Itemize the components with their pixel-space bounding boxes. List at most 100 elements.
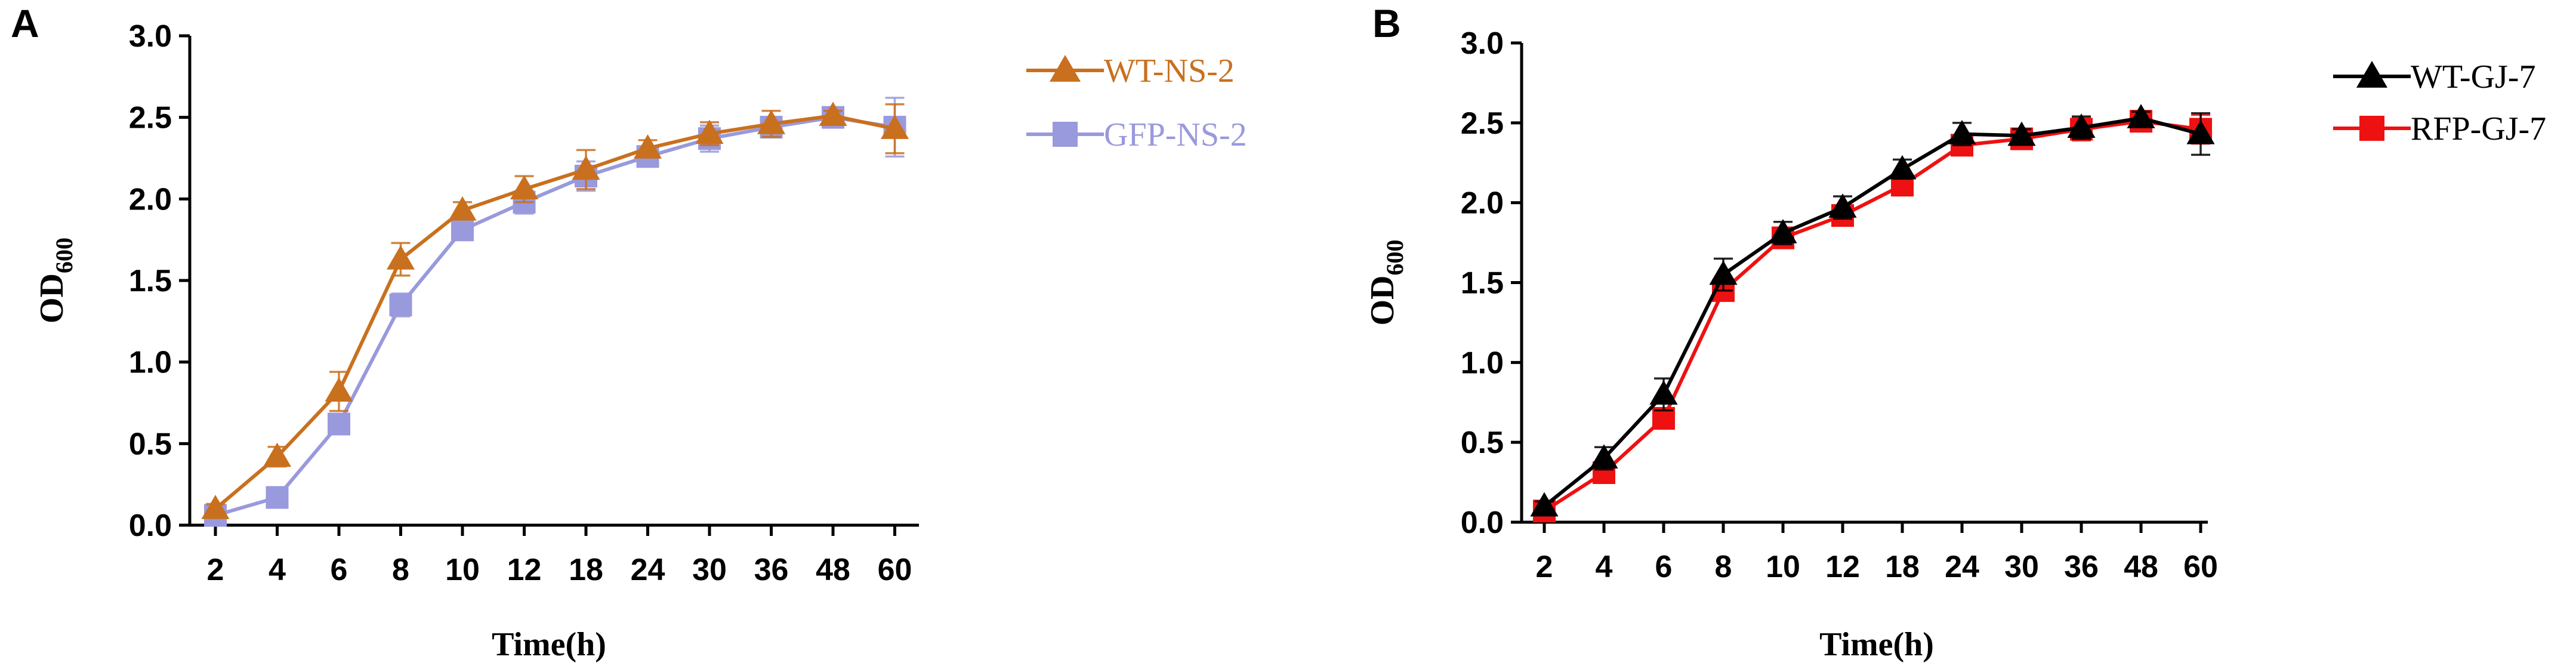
data-point xyxy=(266,486,289,509)
legend-label: WT-NS-2 xyxy=(1104,53,1235,90)
data-point xyxy=(1530,492,1559,517)
data-point xyxy=(695,119,724,144)
data-point xyxy=(2186,120,2215,144)
y-axis-title-subscript: 600 xyxy=(1381,240,1408,276)
data-point xyxy=(633,134,662,159)
y-axis-title-main: OD xyxy=(33,273,70,323)
y-axis-title: OD600 xyxy=(1364,240,1408,326)
data-point xyxy=(757,110,786,134)
data-point xyxy=(2067,113,2096,138)
y-axis-title-subscript: 600 xyxy=(51,238,78,273)
y-tick-label: 1.5 xyxy=(1461,266,1504,301)
x-tick-label: 24 xyxy=(1945,550,1979,584)
data-point xyxy=(1590,444,1618,469)
data-point xyxy=(1649,380,1678,405)
data-point xyxy=(448,196,477,221)
x-tick-label: 48 xyxy=(816,553,850,587)
data-point xyxy=(572,155,600,180)
data-point xyxy=(2007,121,2036,146)
data-point xyxy=(1888,155,1917,180)
data-point xyxy=(263,442,292,467)
data-point xyxy=(325,377,353,402)
y-axis-title-main: OD xyxy=(1364,276,1401,326)
data-point xyxy=(389,294,412,316)
y-tick-label: 1.5 xyxy=(129,264,172,298)
x-tick-label: 18 xyxy=(569,553,603,587)
x-tick-label: 10 xyxy=(445,553,480,587)
chart-panel-b: B0.00.51.01.52.02.53.02 4 6 8 10 12 18 24 30 36 48… xyxy=(1364,1,2546,663)
legend-marker xyxy=(1053,122,1078,147)
series-rfp-gj-7 xyxy=(1533,110,2212,523)
x-tick-label: 6 xyxy=(331,553,348,587)
x-tick-label: 60 xyxy=(2183,550,2218,584)
y-tick-label: 2.5 xyxy=(129,101,172,135)
x-tick-label: 6 xyxy=(1655,550,1673,584)
data-point xyxy=(1948,120,1976,144)
x-tick-label: 24 xyxy=(631,553,665,587)
x-axis-title: Time(h) xyxy=(492,626,606,663)
y-tick-label: 0.0 xyxy=(1461,505,1504,540)
y-tick-label: 2.0 xyxy=(1461,186,1504,221)
x-tick-label: 36 xyxy=(754,553,789,587)
x-tick-label: 2 xyxy=(207,553,224,587)
data-point xyxy=(2127,104,2155,128)
series-line xyxy=(214,113,896,510)
x-tick-label: 2 xyxy=(1536,550,1553,584)
x-tick-label: 60 xyxy=(878,553,912,587)
legend-label: WT-GJ-7 xyxy=(2411,58,2535,95)
x-tick-label: 10 xyxy=(1766,550,1800,584)
y-axis-title: OD600 xyxy=(33,238,78,323)
series-line xyxy=(1543,119,2201,513)
legend-marker xyxy=(2359,116,2384,141)
legend-marker xyxy=(2356,60,2388,88)
x-axis-title: Time(h) xyxy=(1819,626,1934,663)
x-tick-label: 8 xyxy=(392,553,409,587)
data-point xyxy=(1769,218,1797,243)
y-tick-label: 0.0 xyxy=(129,508,172,543)
data-point xyxy=(386,245,415,270)
legend-entry-gfp-ns-2: GFP-NS-2 xyxy=(1026,116,1247,153)
x-tick-label: 18 xyxy=(1885,550,1920,584)
panel-letter: A xyxy=(11,1,39,45)
x-tick-label: 4 xyxy=(1596,550,1613,584)
data-point xyxy=(510,175,539,200)
y-tick-label: 2.5 xyxy=(1461,106,1504,141)
legend-entry-rfp-gj-7: RFP-GJ-7 xyxy=(2333,110,2546,147)
y-tick-label: 1.0 xyxy=(129,346,172,380)
chart-panel-a: A0.00.51.01.52.02.53.02 4 6 8 10 12 18 24 30 36 48… xyxy=(11,1,1247,663)
data-point xyxy=(451,218,474,242)
x-tick-label: 36 xyxy=(2064,550,2099,584)
data-point xyxy=(880,115,909,139)
series-gfp-ns-2 xyxy=(204,97,906,527)
data-point xyxy=(1828,193,1857,218)
y-tick-label: 1.0 xyxy=(1461,346,1504,380)
panel-letter: B xyxy=(1372,1,1401,45)
data-point xyxy=(1709,260,1738,285)
legend-label: GFP-NS-2 xyxy=(1104,116,1247,153)
legend-entry-wt-gj-7: WT-GJ-7 xyxy=(2333,58,2535,95)
y-tick-label: 0.5 xyxy=(129,427,172,461)
data-point xyxy=(201,495,230,519)
series-line xyxy=(215,115,895,517)
x-tick-label: 4 xyxy=(269,553,286,587)
y-tick-label: 2.0 xyxy=(129,182,172,217)
series-line xyxy=(1543,116,2201,508)
y-tick-label: 3.0 xyxy=(129,19,172,54)
x-tick-label: 48 xyxy=(2124,550,2158,584)
legend-entry-wt-ns-2: WT-NS-2 xyxy=(1026,53,1235,90)
legend-label: RFP-GJ-7 xyxy=(2411,110,2546,147)
x-tick-label: 30 xyxy=(2004,550,2039,584)
data-point xyxy=(819,101,847,127)
x-tick-label: 8 xyxy=(1715,550,1732,584)
x-tick-label: 12 xyxy=(507,553,542,587)
series-wt-ns-2 xyxy=(201,101,909,519)
y-tick-label: 3.0 xyxy=(1461,26,1504,61)
series-wt-gj-7 xyxy=(1530,104,2215,517)
legend-marker xyxy=(1049,54,1081,82)
x-tick-label: 12 xyxy=(1825,550,1860,584)
data-point xyxy=(328,412,350,436)
x-tick-label: 30 xyxy=(692,553,727,587)
y-tick-label: 0.5 xyxy=(1461,426,1504,460)
